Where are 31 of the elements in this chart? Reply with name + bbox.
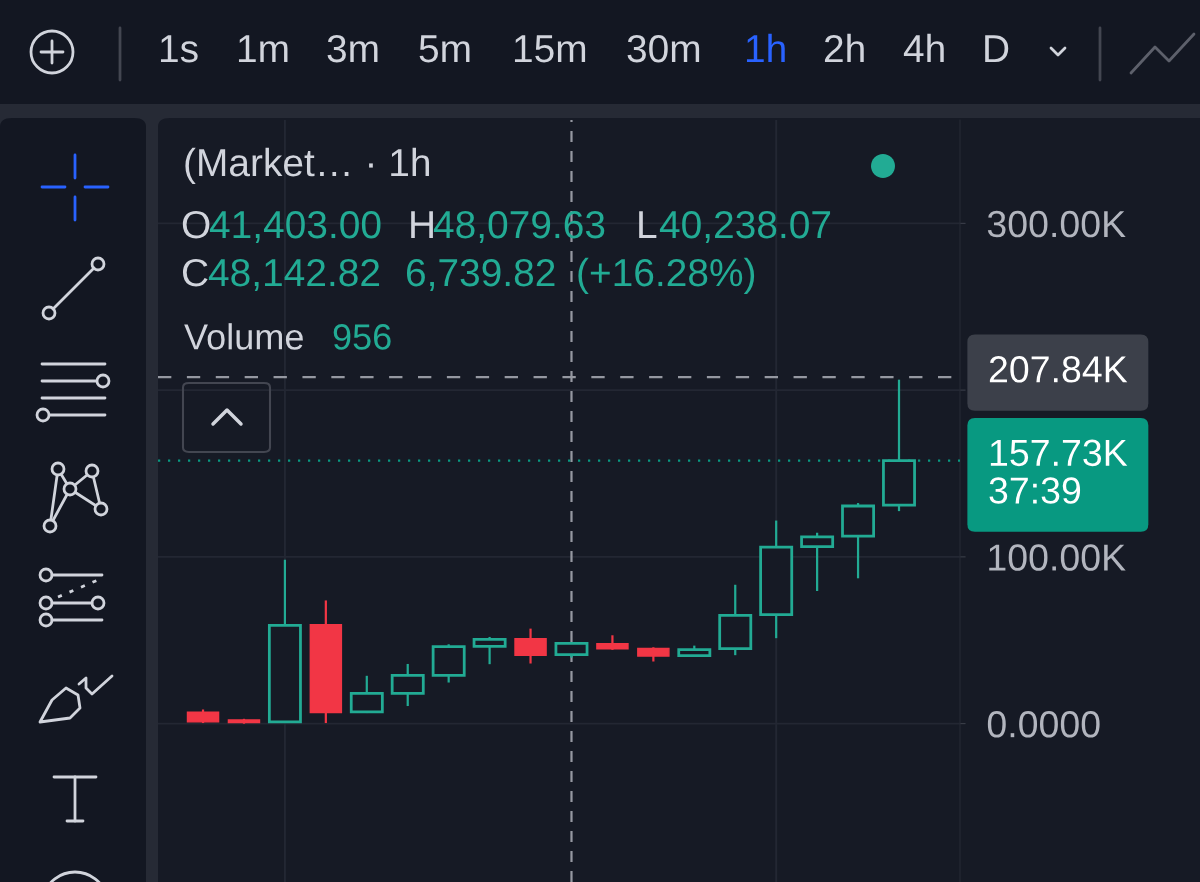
y-tick-label: 300.00K bbox=[987, 210, 1126, 238]
annotation: L bbox=[639, 211, 657, 239]
text: 15m bbox=[514, 35, 586, 63]
candlestick bbox=[472, 636, 507, 665]
annotation: 48,079.63 bbox=[433, 210, 605, 244]
annotation: (+16.28%) bbox=[578, 257, 755, 295]
text: 3m bbox=[327, 34, 378, 63]
annotation: H bbox=[411, 211, 433, 239]
ref-line-label: 157.73K 37:39 bbox=[989, 439, 1128, 504]
annotation: 956 bbox=[333, 324, 391, 350]
text: 5m bbox=[419, 35, 470, 63]
y-tick-label: 0.0000 bbox=[987, 711, 1100, 738]
text: 2h bbox=[824, 33, 864, 63]
y-tick-label: 100.00K bbox=[989, 544, 1126, 571]
candlestick bbox=[800, 532, 835, 591]
text: (Market… · 1h bbox=[185, 147, 429, 185]
annotation: 48,142.82 bbox=[208, 258, 380, 292]
candlestick bbox=[596, 635, 629, 650]
text: 1m bbox=[238, 35, 288, 63]
text: 1s bbox=[160, 35, 198, 63]
text: 1h bbox=[746, 33, 785, 63]
ref-line-label: 207.84K bbox=[989, 356, 1128, 383]
text: D bbox=[985, 35, 1009, 63]
text: 4h bbox=[903, 33, 944, 63]
annotation: 6,739.82 bbox=[406, 258, 555, 292]
annotation: 40,238.07 bbox=[659, 210, 831, 244]
annotation: 41,403.00 bbox=[209, 210, 381, 244]
annotation: Volume bbox=[184, 323, 303, 350]
annotation: C bbox=[182, 258, 208, 287]
text: 30m bbox=[627, 34, 700, 63]
annotation: O bbox=[182, 210, 210, 239]
